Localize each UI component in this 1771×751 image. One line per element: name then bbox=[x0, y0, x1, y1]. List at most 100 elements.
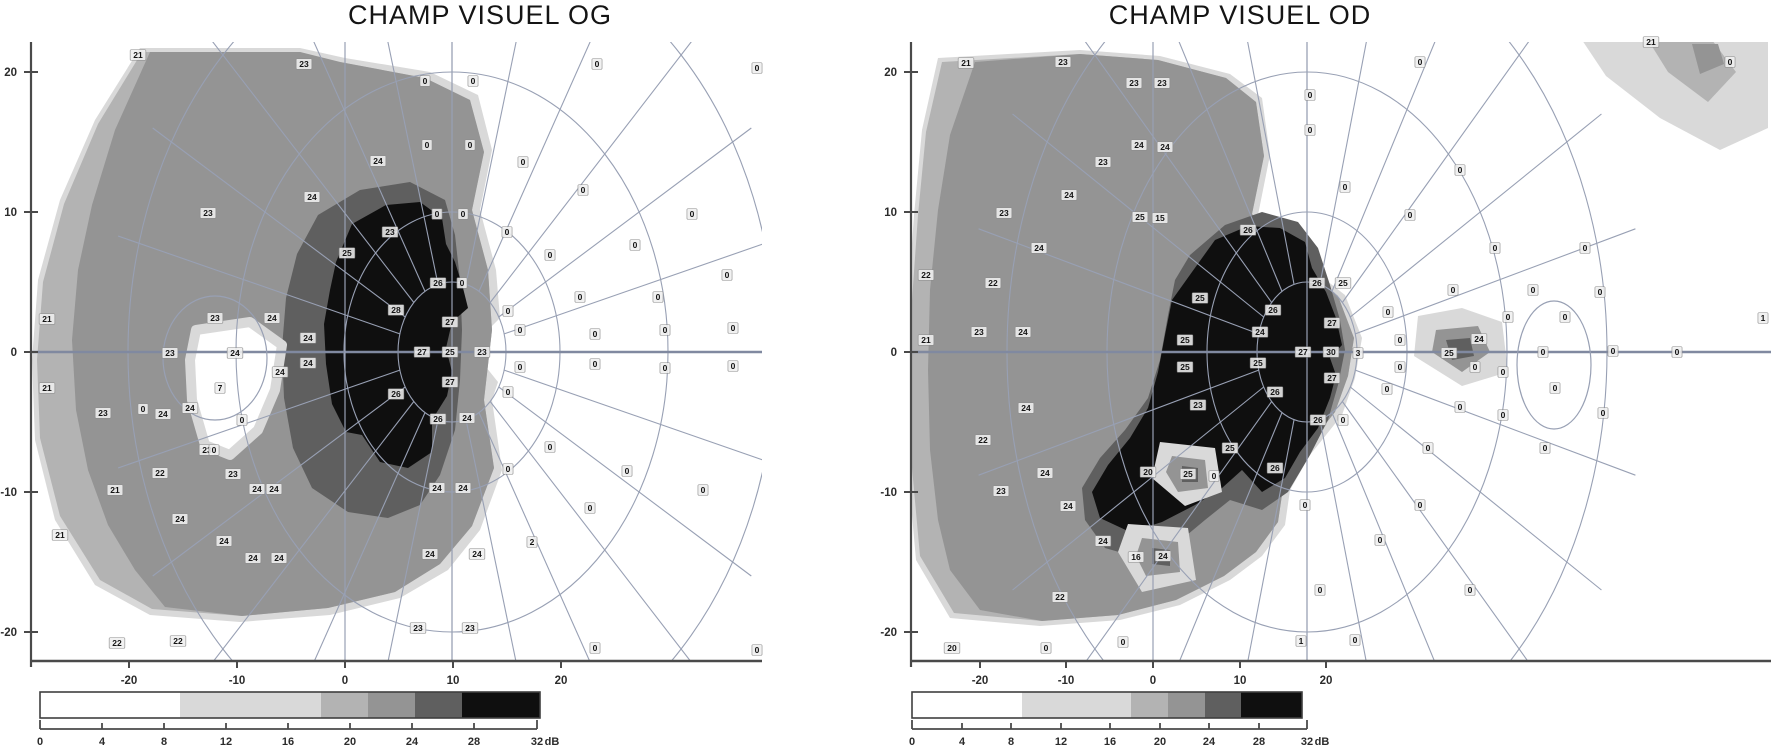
grid-spoke bbox=[498, 127, 752, 318]
field-value-box bbox=[943, 642, 961, 654]
field-value-label: 24 bbox=[462, 413, 472, 423]
field-value-box bbox=[1030, 242, 1048, 254]
field-value-label: 24 bbox=[1021, 403, 1031, 413]
field-value-box bbox=[38, 382, 56, 394]
field-value-label: 22 bbox=[978, 435, 988, 445]
field-value-label: 27 bbox=[1327, 318, 1337, 328]
field-value-label: 25 bbox=[1338, 278, 1348, 288]
field-value-label: 21 bbox=[110, 485, 120, 495]
field-value-box bbox=[1051, 591, 1069, 603]
grid-spoke bbox=[1319, 419, 1367, 661]
field-value-label: 23 bbox=[1058, 57, 1068, 67]
field-value-box bbox=[169, 635, 187, 647]
legend-tick-label: 12 bbox=[220, 736, 232, 748]
field-value-label: 25 bbox=[342, 248, 352, 258]
field-value-label: 26 bbox=[1243, 225, 1253, 235]
field-value-label: 26 bbox=[1268, 305, 1278, 315]
field-value-box bbox=[1040, 642, 1052, 654]
field-value-box bbox=[1537, 346, 1549, 358]
field-value-box bbox=[1559, 311, 1571, 323]
field-value-box bbox=[1014, 326, 1032, 338]
field-value-box bbox=[544, 441, 556, 453]
field-value-label: 0 bbox=[461, 209, 466, 219]
field-value-label: 0 bbox=[425, 140, 430, 150]
field-value-box bbox=[467, 75, 479, 87]
field-value-label: 0 bbox=[595, 59, 600, 69]
field-value-box bbox=[1757, 312, 1769, 324]
legend-unit-label: dB bbox=[1315, 736, 1330, 748]
legend-tick-label: 24 bbox=[406, 736, 419, 748]
field-value-label: 26 bbox=[433, 278, 443, 288]
field-value-label: 23 bbox=[996, 486, 1006, 496]
field-value-label: 24 bbox=[267, 313, 277, 323]
contour-regions bbox=[32, 48, 502, 622]
field-value-box bbox=[1323, 317, 1341, 329]
field-value-label: 16 bbox=[1131, 552, 1141, 562]
field-value-label: 0 bbox=[506, 306, 511, 316]
field-value-box bbox=[1497, 366, 1509, 378]
field-value-label: 26 bbox=[391, 389, 401, 399]
grayscale-region-white bbox=[185, 317, 287, 460]
field-value-label: 15 bbox=[1155, 213, 1165, 223]
field-value-box bbox=[727, 360, 739, 372]
field-value-box bbox=[224, 468, 242, 480]
field-value-box bbox=[171, 513, 189, 525]
field-value-box bbox=[1489, 242, 1501, 254]
chart-title-left: CHAMP VISUEL OG bbox=[348, 0, 612, 30]
field-value-box bbox=[208, 444, 220, 456]
field-value-label: 0 bbox=[1543, 443, 1548, 453]
field-value-label: 0 bbox=[518, 325, 523, 335]
field-value-box bbox=[751, 62, 763, 74]
field-value-label: 0 bbox=[1212, 471, 1217, 481]
field-value-box bbox=[1642, 36, 1660, 48]
field-value-box bbox=[589, 358, 601, 370]
field-value-label: 0 bbox=[1501, 367, 1506, 377]
field-value-box bbox=[502, 305, 514, 317]
field-value-label: 0 bbox=[1426, 443, 1431, 453]
grid-spoke bbox=[478, 42, 591, 292]
field-value-box bbox=[1502, 311, 1514, 323]
field-value-label: 24 bbox=[1134, 140, 1144, 150]
field-value-box bbox=[1394, 334, 1406, 346]
field-value-box bbox=[295, 58, 313, 70]
field-value-label: 24 bbox=[158, 409, 168, 419]
field-value-label: 26 bbox=[433, 414, 443, 424]
field-value-label: 24 bbox=[248, 553, 258, 563]
legend-bar-border bbox=[39, 691, 541, 719]
field-value-label: 0 bbox=[518, 362, 523, 372]
field-value-box bbox=[917, 334, 935, 346]
grid-spoke bbox=[152, 127, 406, 318]
grid-spoke bbox=[978, 228, 1259, 335]
field-value-label: 0 bbox=[460, 278, 465, 288]
field-value-label: 24 bbox=[1255, 327, 1265, 337]
field-value-box bbox=[1404, 209, 1416, 221]
grid-spoke bbox=[387, 419, 439, 661]
field-value-label: 24 bbox=[1158, 551, 1168, 561]
field-value-box bbox=[161, 347, 179, 359]
field-value-label: 0 bbox=[505, 227, 510, 237]
grid-spoke bbox=[465, 419, 517, 661]
field-value-box bbox=[181, 402, 199, 414]
field-value-box bbox=[387, 388, 405, 400]
grid-spoke bbox=[212, 401, 415, 661]
grid-spoke bbox=[212, 42, 415, 303]
field-value-box bbox=[106, 484, 124, 496]
field-value-box bbox=[917, 269, 935, 281]
field-value-box bbox=[214, 382, 226, 394]
legend-unit-label: dB bbox=[545, 736, 560, 748]
field-value-label: 30 bbox=[1326, 347, 1336, 357]
field-value-box bbox=[1221, 442, 1239, 454]
field-value-box bbox=[584, 502, 596, 514]
field-value-box bbox=[577, 184, 589, 196]
field-value-label: 22 bbox=[112, 638, 122, 648]
field-value-label: 0 bbox=[656, 292, 661, 302]
field-value-label: 24 bbox=[303, 358, 313, 368]
field-value-box bbox=[995, 207, 1013, 219]
grid-spoke bbox=[1331, 42, 1436, 292]
y-axis-label: -20 bbox=[0, 627, 17, 639]
field-value-label: 0 bbox=[423, 76, 428, 86]
field-value-box bbox=[94, 407, 112, 419]
legend-tick-label: 12 bbox=[1055, 736, 1067, 748]
